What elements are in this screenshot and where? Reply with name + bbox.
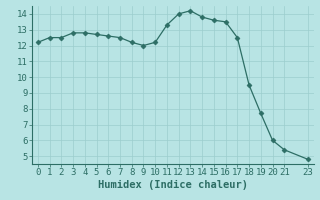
X-axis label: Humidex (Indice chaleur): Humidex (Indice chaleur) — [98, 180, 248, 190]
